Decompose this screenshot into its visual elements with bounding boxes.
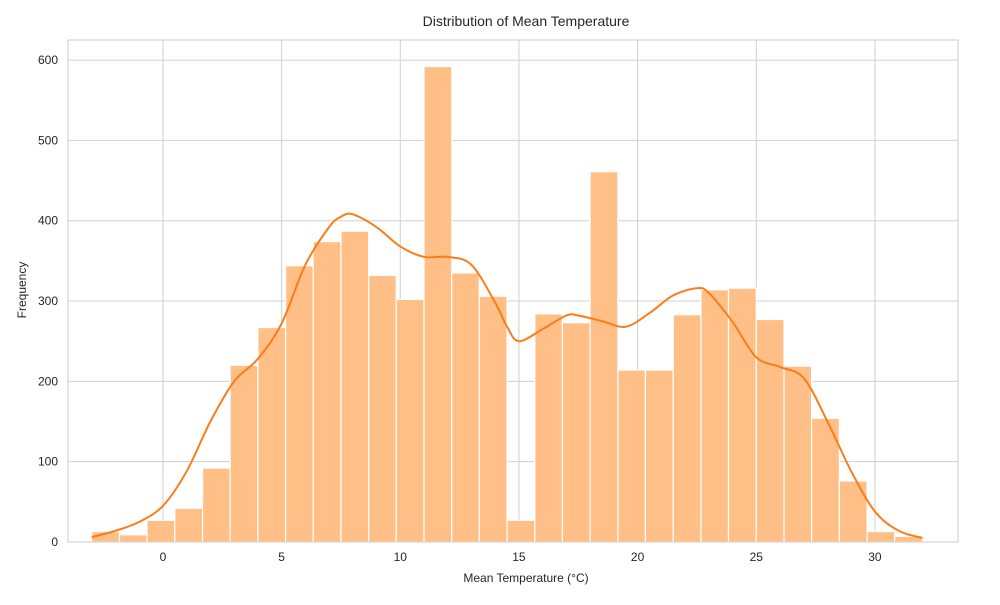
x-tick-label: 15 (512, 550, 526, 564)
x-tick-label: 20 (631, 550, 645, 564)
histogram-bar (229, 364, 259, 543)
histogram-bar (174, 507, 204, 543)
y-tick-label: 500 (38, 133, 58, 147)
histogram-bar (783, 365, 813, 543)
histogram-bar (257, 326, 287, 543)
y-tick-label: 0 (51, 535, 58, 549)
histogram-bar (201, 467, 231, 543)
y-tick-labels: 0 100 200 300 400 500 600 (38, 53, 58, 549)
histogram-bar (423, 65, 453, 543)
x-tick-label: 25 (750, 550, 764, 564)
x-axis-title: Mean Temperature (°C) (463, 571, 588, 585)
histogram-bar (727, 287, 757, 543)
histogram-bar (451, 272, 480, 543)
histogram-bar (561, 322, 591, 543)
histogram-bar (395, 298, 425, 543)
chart-title: Distribution of Mean Temperature (423, 13, 630, 29)
y-tick-label: 200 (38, 374, 58, 388)
y-tick-label: 300 (38, 294, 58, 308)
histogram-bar (866, 530, 896, 543)
histogram-bar (644, 369, 674, 543)
histogram-bar (118, 534, 148, 543)
histogram-bar (285, 265, 314, 543)
histogram-bar (478, 295, 508, 543)
y-axis-title: Frequency (15, 262, 29, 319)
histogram-bar (146, 519, 176, 543)
histogram-bar (368, 274, 397, 543)
plot-frame (67, 39, 959, 543)
y-tick-label: 100 (38, 455, 58, 469)
x-tick-label: 30 (868, 550, 882, 564)
histogram-bar (672, 314, 702, 543)
x-tick-label: 0 (160, 550, 167, 564)
x-tick-label: 5 (278, 550, 285, 564)
histogram-bar (534, 313, 563, 543)
x-tick-labels: 0 5 10 15 20 25 30 (160, 550, 882, 564)
x-tick-label: 10 (394, 550, 408, 564)
histogram-bar (589, 171, 619, 543)
histogram-bar (838, 480, 868, 543)
histogram-bar (506, 519, 536, 543)
bars-layer (91, 65, 924, 543)
histogram-bar (312, 241, 342, 543)
y-tick-label: 600 (38, 53, 58, 67)
y-tick-label: 400 (38, 214, 58, 228)
histogram-bar (617, 369, 647, 543)
kde-curve (91, 212, 923, 539)
histogram-bar (700, 289, 730, 543)
histogram-bar (340, 230, 370, 543)
histogram-bar (755, 318, 785, 543)
